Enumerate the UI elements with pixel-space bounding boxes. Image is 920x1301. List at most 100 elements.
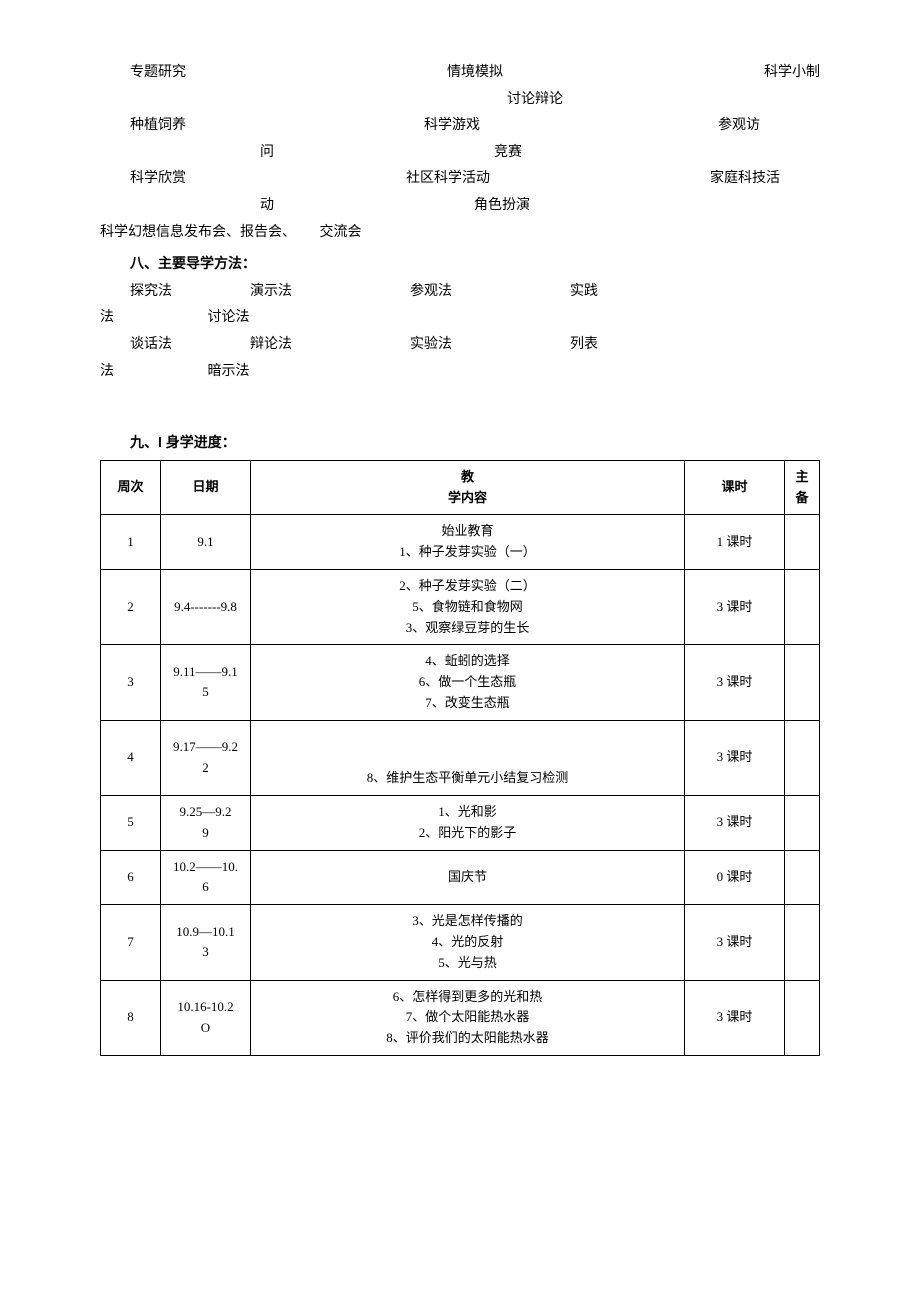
activity-row-3b: 动 角色扮演 bbox=[130, 193, 820, 220]
activity-item: 科学幻想信息发布会、报告会、 bbox=[100, 225, 296, 240]
method-item: 谈话法 bbox=[130, 332, 250, 359]
cell-week: 5 bbox=[101, 796, 161, 851]
cell-date: 9.4-------9.8 bbox=[161, 569, 251, 644]
method-item: 讨论法 bbox=[208, 305, 250, 332]
col-header-week: 周次 bbox=[101, 460, 161, 515]
method-row-1: 探究法 演示法 参观法 实践 bbox=[130, 279, 820, 306]
cell-hours: 1 课时 bbox=[685, 515, 785, 570]
cell-prep bbox=[785, 796, 820, 851]
table-row: 49.17——9.22 8、维护生态平衡单元小结复习检测3 课时 bbox=[101, 720, 820, 795]
method-item: 法 bbox=[100, 305, 114, 332]
cell-week: 8 bbox=[101, 980, 161, 1055]
method-item: 探究法 bbox=[130, 279, 250, 306]
cell-content: 2、种子发芽实验（二）5、食物链和食物网3、观察绿豆芽的生长 bbox=[251, 569, 685, 644]
activity-item: 专题研究 bbox=[130, 60, 186, 87]
methods-list: 探究法 演示法 参观法 实践 法 讨论法 谈话法 辩论法 实验法 列表 法 暗示… bbox=[130, 279, 820, 385]
cell-prep bbox=[785, 850, 820, 905]
activity-item: 种植饲养 bbox=[130, 113, 186, 140]
method-item: 法 bbox=[100, 359, 114, 386]
col-header-prep-l1: 主 bbox=[795, 469, 808, 484]
table-row: 59.25—9.291、光和影2、阳光下的影子3 课时 bbox=[101, 796, 820, 851]
cell-content: 8、维护生态平衡单元小结复习检测 bbox=[251, 720, 685, 795]
table-row: 810.16-10.2O6、怎样得到更多的光和热7、做个太阳能热水器8、评价我们… bbox=[101, 980, 820, 1055]
cell-hours: 3 课时 bbox=[685, 796, 785, 851]
activity-item: 参观访 bbox=[718, 113, 760, 140]
cell-date: 9.25—9.29 bbox=[161, 796, 251, 851]
cell-week: 7 bbox=[101, 905, 161, 980]
cell-date: 9.11——9.15 bbox=[161, 645, 251, 720]
cell-hours: 3 课时 bbox=[685, 569, 785, 644]
table-row: 39.11——9.154、蚯蚓的选择6、做一个生态瓶7、改变生态瓶3 课时 bbox=[101, 645, 820, 720]
cell-prep bbox=[785, 720, 820, 795]
activity-item: 交流会 bbox=[320, 225, 362, 240]
activity-item: 家庭科技活 bbox=[710, 166, 780, 193]
method-item: 实验法 bbox=[410, 332, 570, 359]
cell-content: 6、怎样得到更多的光和热7、做个太阳能热水器8、评价我们的太阳能热水器 bbox=[251, 980, 685, 1055]
cell-week: 1 bbox=[101, 515, 161, 570]
col-header-content: 教 学内容 bbox=[251, 460, 685, 515]
col-header-prep: 主 备 bbox=[785, 460, 820, 515]
activity-item: 讨论辩论 bbox=[507, 92, 563, 107]
cell-date: 10.16-10.2O bbox=[161, 980, 251, 1055]
method-row-2: 谈话法 辩论法 实验法 列表 bbox=[130, 332, 820, 359]
activity-item: 科学游戏 bbox=[424, 113, 480, 140]
section-8-heading: 八、主要导学方法： bbox=[130, 250, 820, 277]
cell-prep bbox=[785, 645, 820, 720]
activity-item: 情境模拟 bbox=[447, 60, 503, 87]
cell-prep bbox=[785, 515, 820, 570]
cell-week: 6 bbox=[101, 850, 161, 905]
activity-row-3: 科学欣赏 社区科学活动 家庭科技活 bbox=[130, 166, 820, 193]
col-header-date: 日期 bbox=[161, 460, 251, 515]
col-header-content-l2: 学内容 bbox=[448, 490, 487, 505]
activity-item: 社区科学活动 bbox=[406, 166, 490, 193]
cell-content: 3、光是怎样传播的4、光的反射5、光与热 bbox=[251, 905, 685, 980]
col-header-hours: 课时 bbox=[685, 460, 785, 515]
cell-content: 1、光和影2、阳光下的影子 bbox=[251, 796, 685, 851]
cell-content: 始业教育1、种子发芽实验（一） bbox=[251, 515, 685, 570]
table-row: 710.9—10.133、光是怎样传播的4、光的反射5、光与热3 课时 bbox=[101, 905, 820, 980]
cell-prep bbox=[785, 980, 820, 1055]
activity-row-1b: 讨论辩论 bbox=[130, 87, 820, 114]
cell-hours: 3 课时 bbox=[685, 720, 785, 795]
table-header-row: 周次 日期 教 学内容 课时 主 备 bbox=[101, 460, 820, 515]
cell-hours: 0 课时 bbox=[685, 850, 785, 905]
activity-row-4: 科学幻想信息发布会、报告会、 交流会 bbox=[100, 220, 820, 247]
activity-item: 科学欣赏 bbox=[130, 166, 186, 193]
cell-week: 4 bbox=[101, 720, 161, 795]
method-row-1b: 法 讨论法 bbox=[100, 305, 820, 332]
cell-date: 9.17——9.22 bbox=[161, 720, 251, 795]
cell-content: 4、蚯蚓的选择6、做一个生态瓶7、改变生态瓶 bbox=[251, 645, 685, 720]
method-item: 暗示法 bbox=[208, 359, 250, 386]
activity-item: 竞赛 bbox=[494, 140, 522, 167]
method-item: 演示法 bbox=[250, 279, 410, 306]
activity-row-1: 专题研究 情境模拟 科学小制 bbox=[130, 60, 820, 87]
cell-date: 10.9—10.13 bbox=[161, 905, 251, 980]
cell-date: 10.2——10.6 bbox=[161, 850, 251, 905]
cell-content: 国庆节 bbox=[251, 850, 685, 905]
schedule-table: 周次 日期 教 学内容 课时 主 备 19.1始业教育1、种子发芽实验（一）1 … bbox=[100, 460, 820, 1056]
table-row: 19.1始业教育1、种子发芽实验（一）1 课时 bbox=[101, 515, 820, 570]
col-header-prep-l2: 备 bbox=[795, 490, 808, 505]
cell-hours: 3 课时 bbox=[685, 980, 785, 1055]
activity-item: 角色扮演 bbox=[474, 193, 530, 220]
col-header-content-l1: 教 bbox=[461, 469, 474, 484]
cell-hours: 3 课时 bbox=[685, 645, 785, 720]
method-item: 实践 bbox=[570, 279, 690, 306]
method-item: 列表 bbox=[570, 332, 690, 359]
activity-item: 动 bbox=[260, 193, 274, 220]
activities-list: 专题研究 情境模拟 科学小制 讨论辩论 种植饲养 科学游戏 参观访 问 竞赛 科… bbox=[130, 60, 820, 246]
method-item: 参观法 bbox=[410, 279, 570, 306]
cell-week: 2 bbox=[101, 569, 161, 644]
activity-item: 科学小制 bbox=[764, 60, 820, 87]
cell-date: 9.1 bbox=[161, 515, 251, 570]
cell-hours: 3 课时 bbox=[685, 905, 785, 980]
activity-row-2b: 问 竞赛 bbox=[130, 140, 820, 167]
cell-prep bbox=[785, 905, 820, 980]
method-item: 辩论法 bbox=[250, 332, 410, 359]
cell-prep bbox=[785, 569, 820, 644]
cell-week: 3 bbox=[101, 645, 161, 720]
activity-row-2: 种植饲养 科学游戏 参观访 bbox=[130, 113, 820, 140]
method-row-2b: 法 暗示法 bbox=[100, 359, 820, 386]
table-row: 29.4-------9.82、种子发芽实验（二）5、食物链和食物网3、观察绿豆… bbox=[101, 569, 820, 644]
table-row: 610.2——10.6国庆节0 课时 bbox=[101, 850, 820, 905]
